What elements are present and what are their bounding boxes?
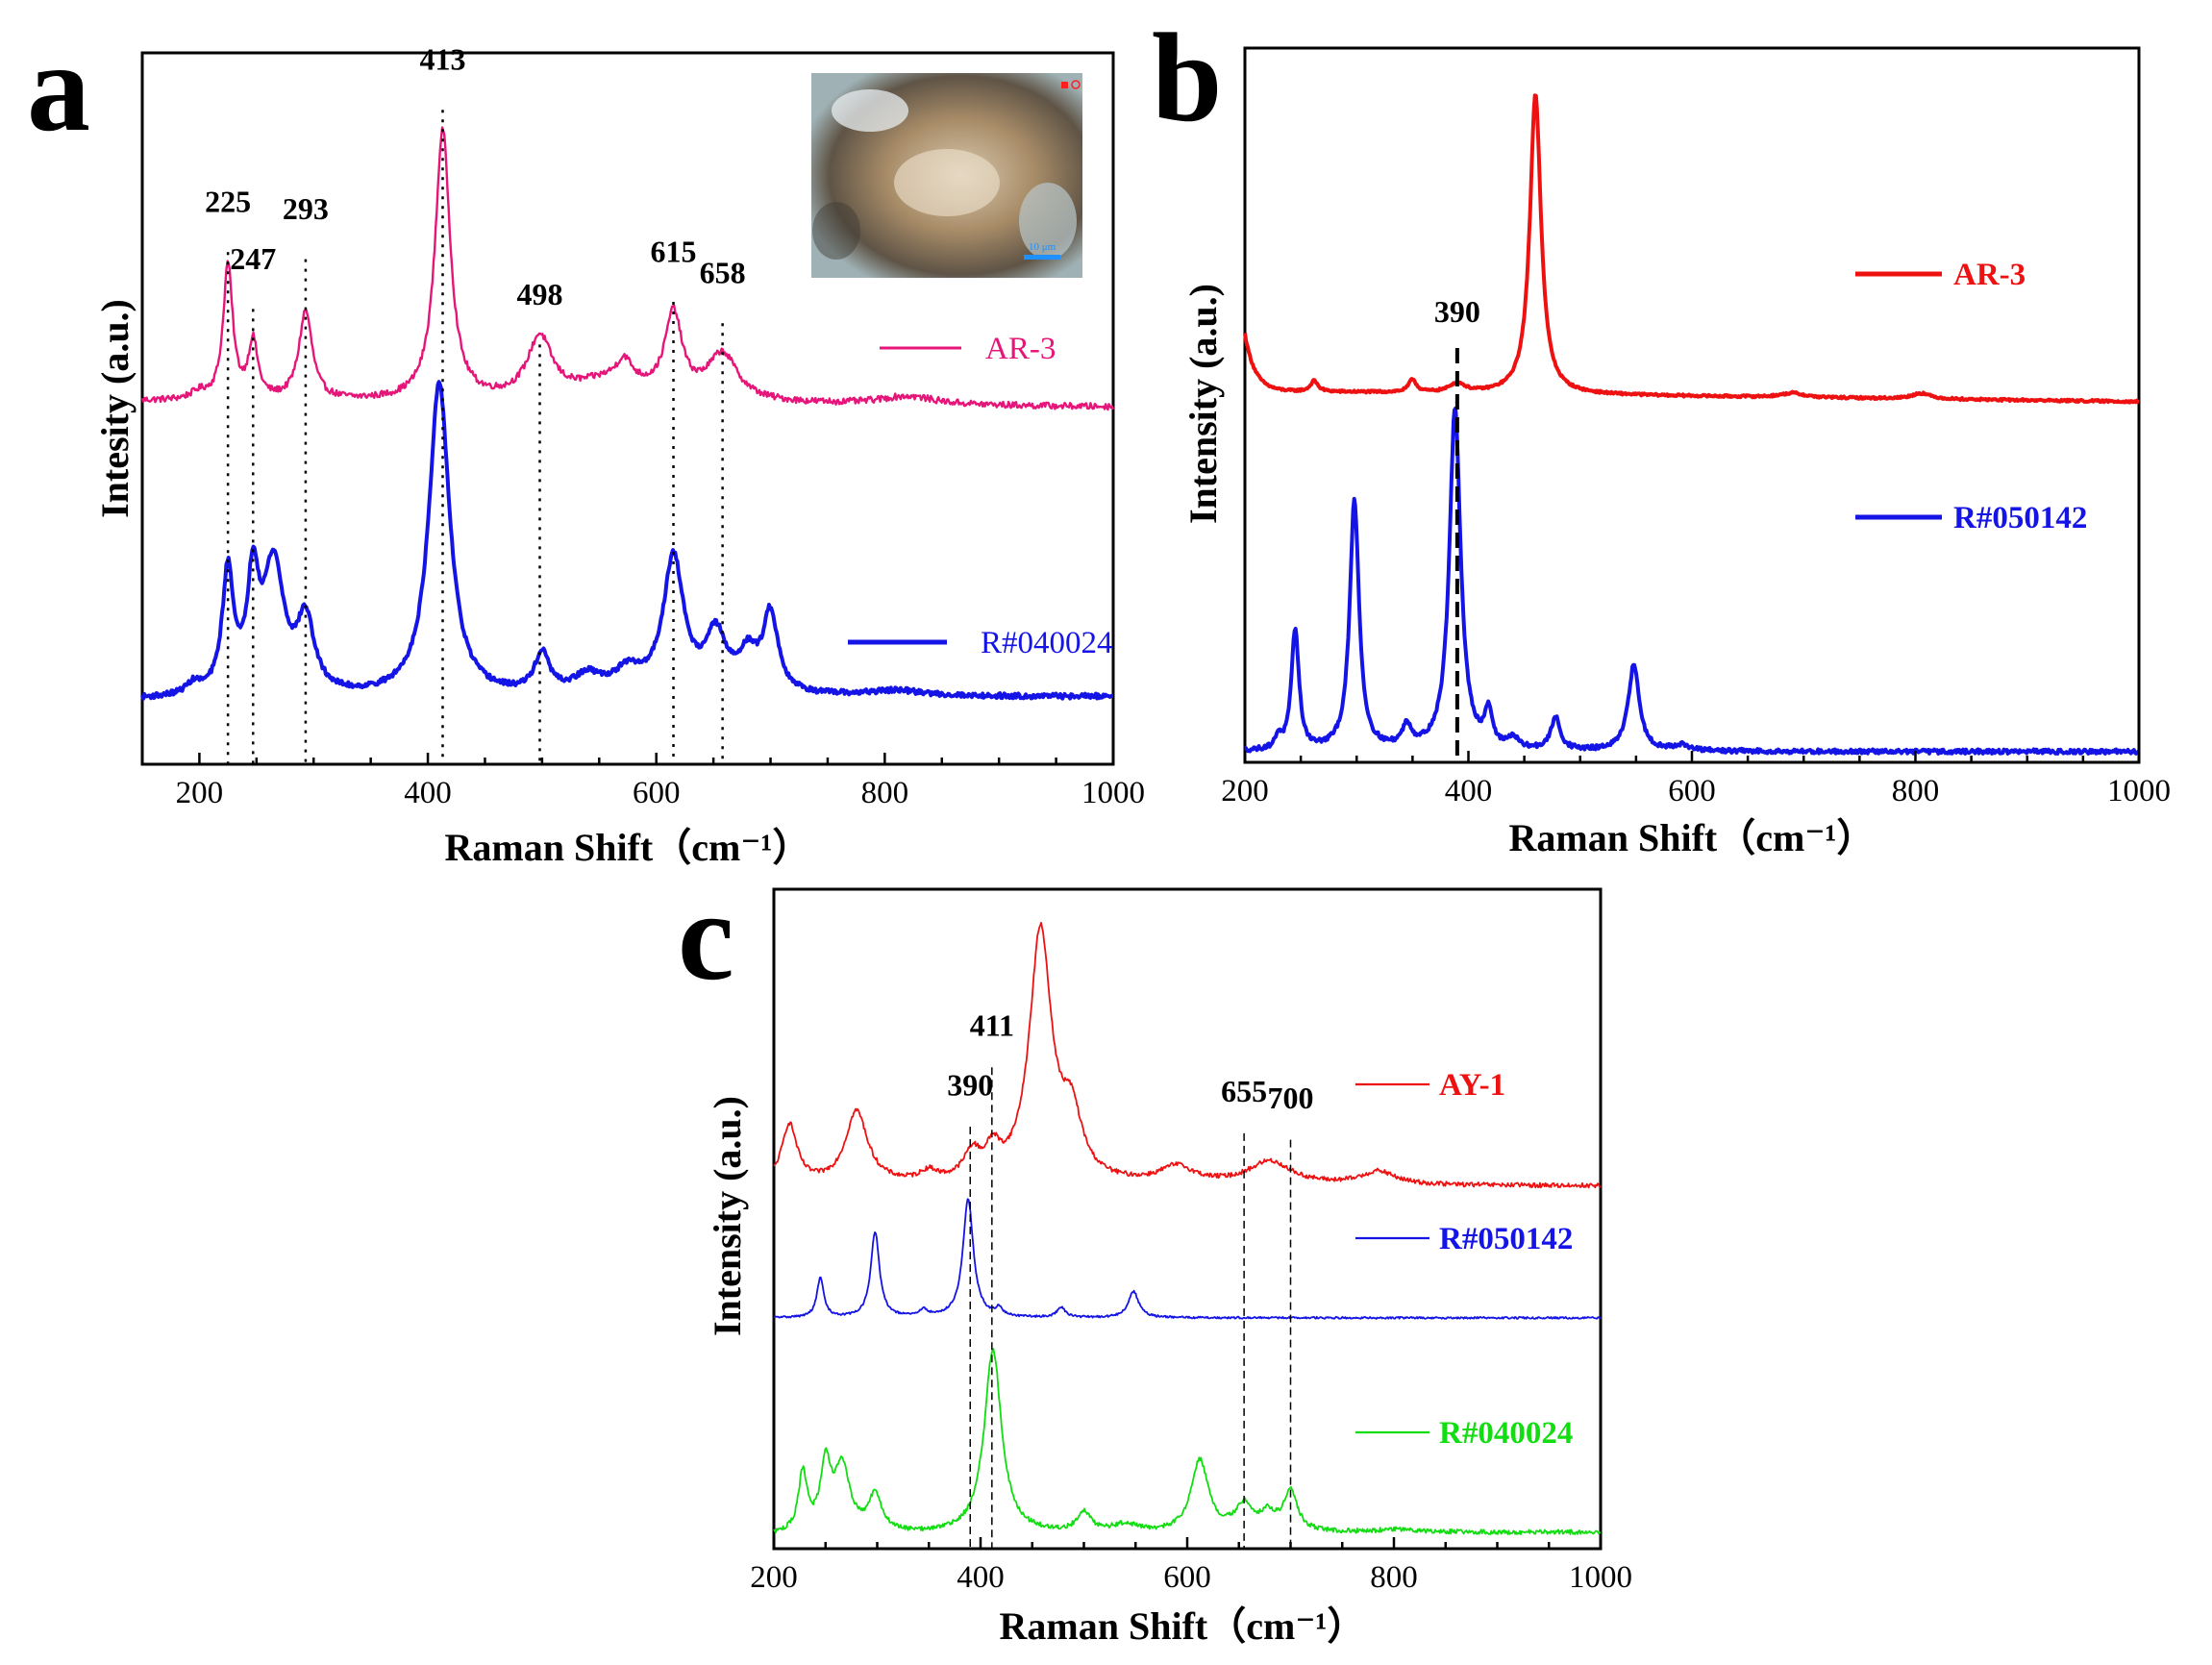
inset-laser-spot-ring: [1071, 80, 1081, 89]
peak-label: 247: [230, 241, 276, 276]
x-tick-label: 600: [633, 776, 681, 810]
peak-label: 225: [205, 185, 251, 219]
peak-label: 498: [517, 277, 563, 311]
series-line-r-050142: [773, 1198, 1602, 1320]
panel-c-series-layer: [773, 921, 1602, 1535]
panel-b-axis-layer: 200 400 600 800 1000: [1221, 751, 2171, 808]
panel-b-series-layer: [1243, 93, 2141, 756]
panel-b-y-axis-title: Intensity (a.u.): [1181, 284, 1225, 524]
legend-label: AR-3: [1953, 258, 2026, 292]
panel-letter-b: b: [1152, 7, 1222, 148]
x-tick-label: 200: [176, 776, 224, 810]
panel-b-legend: AR-3 R#050142: [1855, 258, 2087, 535]
series-line-r-050142: [1244, 406, 2141, 756]
panel-b: b 390 200 400 600 800 1000 AR-3 R#050142 Rama…: [1152, 7, 2171, 859]
series-line-ar-3: [1243, 93, 2140, 405]
x-tick-label: 200: [1221, 774, 1269, 808]
x-tick-label: 800: [1370, 1560, 1418, 1595]
inset-scale-label: 10 μm: [1029, 241, 1056, 253]
legend-label: AR-3: [985, 332, 1056, 366]
panel-a-axis-layer: 200 400 600 800 1000: [140, 753, 1145, 810]
peak-label: 700: [1268, 1081, 1314, 1115]
panel-c: c 390 411 655 700 200 400 600 800 1000 AY-1 R#05…: [678, 865, 1632, 1648]
legend-label: R#050142: [1953, 501, 2087, 535]
legend-label: R#040024: [1439, 1416, 1573, 1451]
peak-label: 390: [947, 1067, 993, 1102]
x-tick-label: 600: [1163, 1560, 1211, 1595]
series-line-ar-3: [140, 126, 1115, 411]
series-line-ay-1: [773, 921, 1602, 1189]
peak-label: 411: [970, 1008, 1014, 1043]
x-tick-label: 800: [1892, 774, 1940, 808]
inset-bright-region: [1019, 183, 1077, 260]
panel-c-legend: AY-1 R#050142 R#040024: [1355, 1068, 1573, 1451]
inset-micrograph: 10 μm: [809, 71, 1084, 280]
panel-b-annotation-layer: 390: [1434, 294, 1480, 762]
series-line-r-040024: [773, 1348, 1602, 1535]
x-tick-label: 1000: [1569, 1560, 1632, 1595]
panel-letter-a: a: [27, 16, 90, 158]
x-tick-label: 200: [750, 1560, 798, 1595]
inset-dark-region: [812, 202, 860, 260]
legend-label: R#050142: [1439, 1222, 1573, 1256]
peak-label: 390: [1434, 294, 1480, 329]
inset-bright-region: [894, 149, 1000, 216]
x-tick-label: 400: [404, 776, 452, 810]
panel-c-annotation-layer: 390 411 655 700: [947, 1008, 1314, 1549]
panel-c-y-axis-title: Intensity (a.u.): [706, 1096, 749, 1336]
panel-a-legend: AR-3 R#040024: [848, 332, 1113, 660]
legend-label: AY-1: [1439, 1068, 1505, 1103]
peak-label: 413: [420, 42, 466, 77]
x-tick-label: 400: [1445, 774, 1493, 808]
panel-a-y-axis-title: Intesity (a.u.): [93, 299, 137, 518]
inset-scale-bar: [1024, 255, 1060, 260]
peak-label: 655: [1221, 1074, 1267, 1108]
panel-b-plot-frame: [1243, 46, 2141, 764]
x-tick-label: 1000: [2107, 774, 2171, 808]
panel-c-x-axis-title: Raman Shift（cm⁻¹）: [1000, 1604, 1366, 1648]
panel-b-x-axis-title: Raman Shift（cm⁻¹）: [1509, 816, 1876, 859]
inset-laser-spot-marker: [1061, 82, 1068, 88]
peak-label: 293: [283, 191, 329, 226]
panel-a-series-layer: [140, 126, 1115, 701]
series-line-r-040024: [140, 380, 1114, 701]
peak-label: 658: [700, 256, 746, 290]
x-tick-label: 600: [1668, 774, 1716, 808]
inset-bright-region: [832, 89, 908, 132]
x-tick-label: 1000: [1081, 776, 1145, 810]
legend-label: R#040024: [981, 626, 1113, 660]
peak-label: 615: [651, 234, 697, 268]
x-tick-label: 800: [861, 776, 909, 810]
x-tick-label: 400: [957, 1560, 1005, 1595]
panel-letter-c: c: [678, 865, 734, 1006]
panel-c-axis-layer: 200 400 600 800 1000: [750, 1537, 1632, 1595]
panel-a-x-axis-title: Raman Shift（cm⁻¹）: [445, 826, 811, 869]
